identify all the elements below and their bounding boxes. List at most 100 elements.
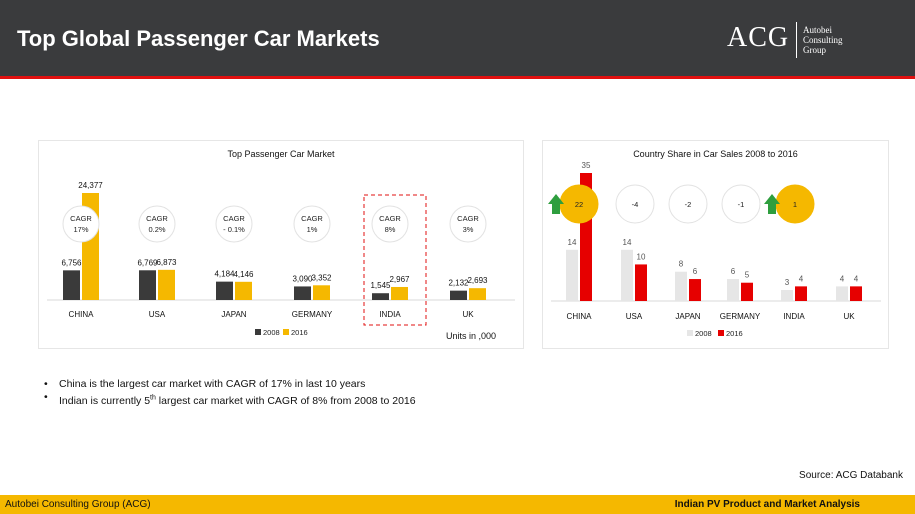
share-change-value: -4 (632, 200, 639, 209)
data-label-2016: 2,693 (467, 276, 488, 285)
up-arrow-icon (764, 194, 780, 214)
cagr-title: CAGR (301, 214, 323, 223)
category-label: USA (626, 312, 643, 321)
footer-bar: Autobei Consulting Group (ACG) Indian PV… (0, 495, 915, 514)
up-arrow-icon (548, 194, 564, 214)
legend-label-2008: 2008 (263, 328, 280, 337)
bar-2016 (313, 285, 330, 300)
category-label: GERMANY (720, 312, 761, 321)
source-note: Source: ACG Databank (799, 470, 903, 481)
share-change-value: -2 (685, 200, 692, 209)
market-chart-title: Top Passenger Car Market (227, 149, 335, 159)
legend-swatch-2008 (687, 330, 693, 336)
bullet-text: China is the largest car market with CAG… (59, 378, 366, 390)
data-label-2016: 5 (745, 271, 750, 280)
header-bar: Top Global Passenger Car Markets ACG Aut… (0, 0, 915, 79)
logo-separator (796, 22, 797, 58)
data-label-2008: 3 (785, 278, 790, 287)
category-label: UK (843, 312, 855, 321)
bar-2008 (836, 286, 848, 301)
cagr-bubble (215, 205, 253, 243)
cagr-title: CAGR (223, 214, 245, 223)
cagr-title: CAGR (379, 214, 401, 223)
bar-2008 (216, 281, 233, 300)
footer-right-text: Indian PV Product and Market Analysis (674, 499, 860, 510)
share-change-bubble (668, 184, 708, 224)
cagr-title: CAGR (457, 214, 479, 223)
logo-text: Autobei Consulting Group (803, 25, 843, 55)
cagr-title: CAGR (70, 214, 92, 223)
bullet-text: Indian is currently 5th largest car mark… (59, 394, 416, 407)
data-label-2016: 4,146 (233, 270, 254, 279)
footer-left-text: Autobei Consulting Group (ACG) (5, 499, 151, 510)
bar-2016 (635, 264, 647, 301)
legend-swatch-2016 (283, 329, 289, 335)
highlight-box (363, 194, 427, 326)
cagr-title: CAGR (146, 214, 168, 223)
category-label: USA (149, 310, 166, 319)
category-label: CHINA (69, 310, 95, 319)
logo-line-2: Consulting (803, 35, 843, 45)
bar-2016 (469, 288, 486, 300)
data-label-2008: 14 (623, 238, 632, 247)
bar-2008 (781, 290, 793, 301)
cagr-bubble (138, 205, 176, 243)
bar-2008 (139, 270, 156, 300)
share-chart-title: Country Share in Car Sales 2008 to 2016 (633, 149, 798, 159)
legend-swatch-2008 (255, 329, 261, 335)
cagr-bubble (62, 205, 100, 243)
bullet-list: • China is the largest car market with CA… (44, 378, 416, 408)
legend-label-2016: 2016 (291, 328, 308, 337)
bar-2008 (294, 286, 311, 300)
data-label-2008: 4 (840, 274, 845, 283)
bar-2016 (689, 279, 701, 301)
data-label-2008: 4,184 (214, 270, 235, 279)
data-label-2008: 3,090 (292, 274, 313, 283)
legend-label-2008: 2008 (695, 329, 712, 338)
bullet-item: • China is the largest car market with CA… (44, 378, 416, 391)
bar-2008 (372, 293, 389, 300)
category-label: UK (462, 310, 474, 319)
logo-mark: ACG (727, 22, 790, 53)
data-label-2016: 2,967 (389, 275, 410, 284)
cagr-value: 17% (73, 225, 88, 234)
category-label: CHINA (567, 312, 593, 321)
bar-2008 (727, 279, 739, 301)
logo-line-1: Autobei (803, 25, 832, 35)
cagr-value: 1% (307, 225, 318, 234)
cagr-value: - 0.1% (223, 225, 245, 234)
superscript-th: th (150, 394, 156, 401)
bar-2008 (63, 270, 80, 300)
category-label: JAPAN (675, 312, 700, 321)
data-label-2016: 4 (854, 274, 859, 283)
cagr-value: 0.2% (148, 225, 165, 234)
data-label-2016: 35 (582, 161, 591, 170)
data-label-2016: 10 (637, 252, 646, 261)
bar-2016 (391, 286, 408, 300)
bar-2016 (158, 269, 175, 300)
cagr-bubble (293, 205, 331, 243)
legend-swatch-2016 (718, 330, 724, 336)
cagr-value: 3% (463, 225, 474, 234)
data-label-2016: 4 (799, 274, 804, 283)
data-label-2008: 6,769 (137, 258, 158, 267)
bar-2016 (235, 281, 252, 300)
data-label-2008: 8 (679, 260, 684, 269)
category-label: GERMANY (292, 310, 333, 319)
cagr-bubble (371, 205, 409, 243)
category-label: INDIA (379, 310, 401, 319)
bullet-dot: • (44, 378, 48, 390)
units-note: Units in ,000 (446, 331, 496, 341)
share-change-bubble (721, 184, 761, 224)
bar-2016 (741, 282, 753, 301)
data-label-2008: 1,545 (370, 281, 391, 290)
bullet-dot: • (44, 391, 48, 403)
share-change-bubble (615, 184, 655, 224)
cagr-bubble (449, 205, 487, 243)
bar-2008 (566, 249, 578, 301)
page-title: Top Global Passenger Car Markets (17, 26, 380, 51)
data-label-2016: 3,352 (311, 273, 332, 282)
bar-2008 (450, 290, 467, 300)
